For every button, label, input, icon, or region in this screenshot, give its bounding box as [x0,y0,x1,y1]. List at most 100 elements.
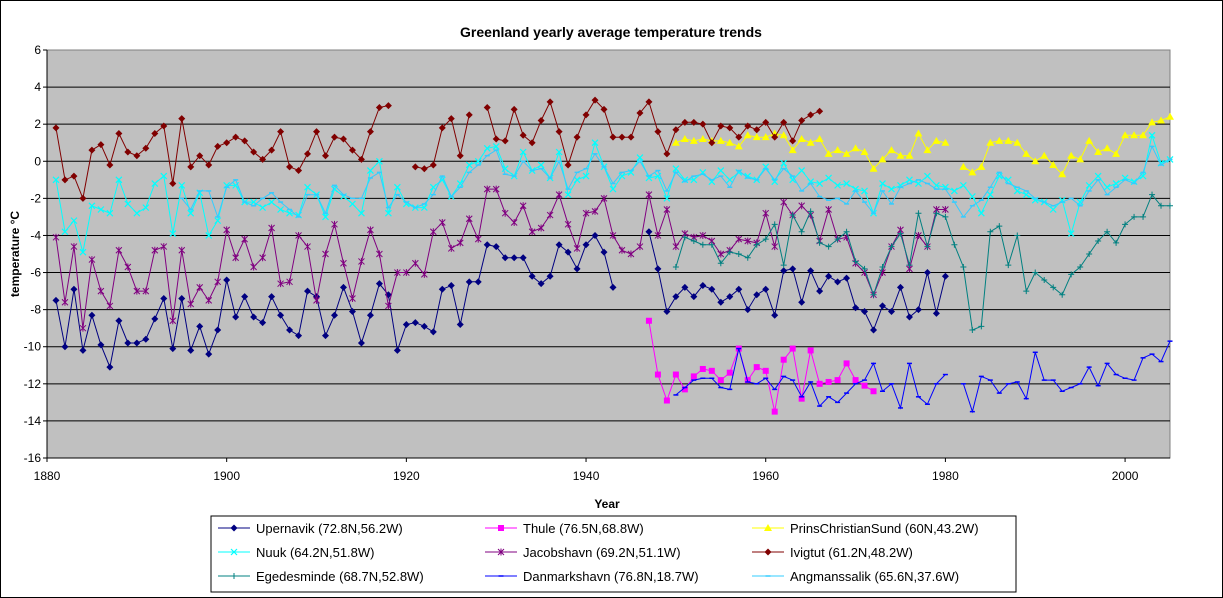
data-point [573,176,581,184]
data-point [780,356,787,363]
data-point [447,244,455,252]
data-point [367,226,374,234]
legend-item: Thule (76.5N,68.8W) [485,521,644,536]
data-point [196,152,204,160]
data-point [1167,202,1173,209]
data-point [780,118,788,126]
data-point [1049,206,1057,213]
data-point [681,118,689,126]
x-tick-label: 1920 [393,469,420,483]
data-point [681,283,689,291]
data-point [384,102,392,110]
data-point [681,386,688,393]
data-point [1014,232,1021,239]
data-point [510,218,518,226]
data-point [708,285,716,293]
data-point [861,187,868,195]
data-point [151,129,159,137]
data-point [771,243,779,251]
data-point [1158,202,1165,209]
data-point [995,136,1004,144]
data-point [366,167,374,174]
data-point [88,202,96,210]
data-point [492,185,500,193]
data-point [888,185,895,193]
data-point [61,343,69,351]
data-point [879,180,886,187]
data-point [52,233,60,241]
data-point [672,243,680,251]
data-point [582,111,590,119]
data-point [70,285,78,293]
data-point [816,239,823,246]
series-line [675,193,1170,331]
data-point [384,209,392,217]
data-point [268,293,276,301]
data-point [268,146,276,154]
data-point [959,181,967,189]
data-point [726,293,734,301]
data-point [807,111,815,119]
data-point [842,149,851,157]
data-point [905,313,913,321]
data-point [807,347,814,354]
data-point [564,191,572,199]
data-point [178,115,186,123]
data-point [304,243,311,251]
legend-item: PrinsChristianSund (60N,43.2W) [752,521,979,536]
data-point [519,131,527,139]
data-point [52,176,60,184]
data-point [214,278,222,286]
data-point [645,191,653,199]
data-point [600,105,608,113]
data-point [987,228,994,235]
data-point [232,313,240,321]
legend-label: Nuuk (64.2N,51.8W) [256,545,375,560]
data-point [259,204,267,212]
data-point [780,267,788,275]
data-point [798,228,805,235]
data-point [906,262,913,269]
data-point [843,180,851,187]
data-point [717,167,725,174]
data-point [456,180,464,187]
data-point [663,194,671,202]
data-point [896,283,904,291]
data-point [124,263,132,271]
data-point [510,254,518,262]
data-point [807,267,815,275]
data-point [1059,291,1066,298]
data-point [744,237,752,245]
data-point [1103,144,1112,152]
data-point [142,204,150,212]
data-point [654,128,662,136]
legend-item: Jacobshavn (69.2N,51.1W) [485,545,681,560]
legend-label: Egedesminde (68.7N,52.8W) [256,569,424,584]
y-tick-label: 2 [34,117,41,131]
data-point [277,128,285,136]
data-point [411,163,419,171]
data-point [313,296,320,304]
data-point [1103,183,1111,191]
data-point [1095,238,1102,245]
chart-title: Greenland yearly average temperature tre… [460,24,762,40]
data-point [591,231,599,239]
data-point [483,241,491,249]
data-point [241,137,249,145]
data-point [286,163,294,171]
data-point [142,335,150,343]
data-point [501,209,509,217]
data-point [169,230,177,238]
y-tick-label: -10 [24,340,42,354]
data-point [456,320,464,328]
y-tick-label: -14 [24,414,42,428]
x-tick-label: 1940 [573,469,600,483]
data-point [97,141,105,149]
series-layer [52,96,1174,415]
data-point [205,161,213,169]
y-tick-label: 4 [34,80,41,94]
data-point [124,148,132,156]
data-point [663,205,671,213]
data-point [744,122,752,130]
y-tick-label: 6 [34,43,41,57]
